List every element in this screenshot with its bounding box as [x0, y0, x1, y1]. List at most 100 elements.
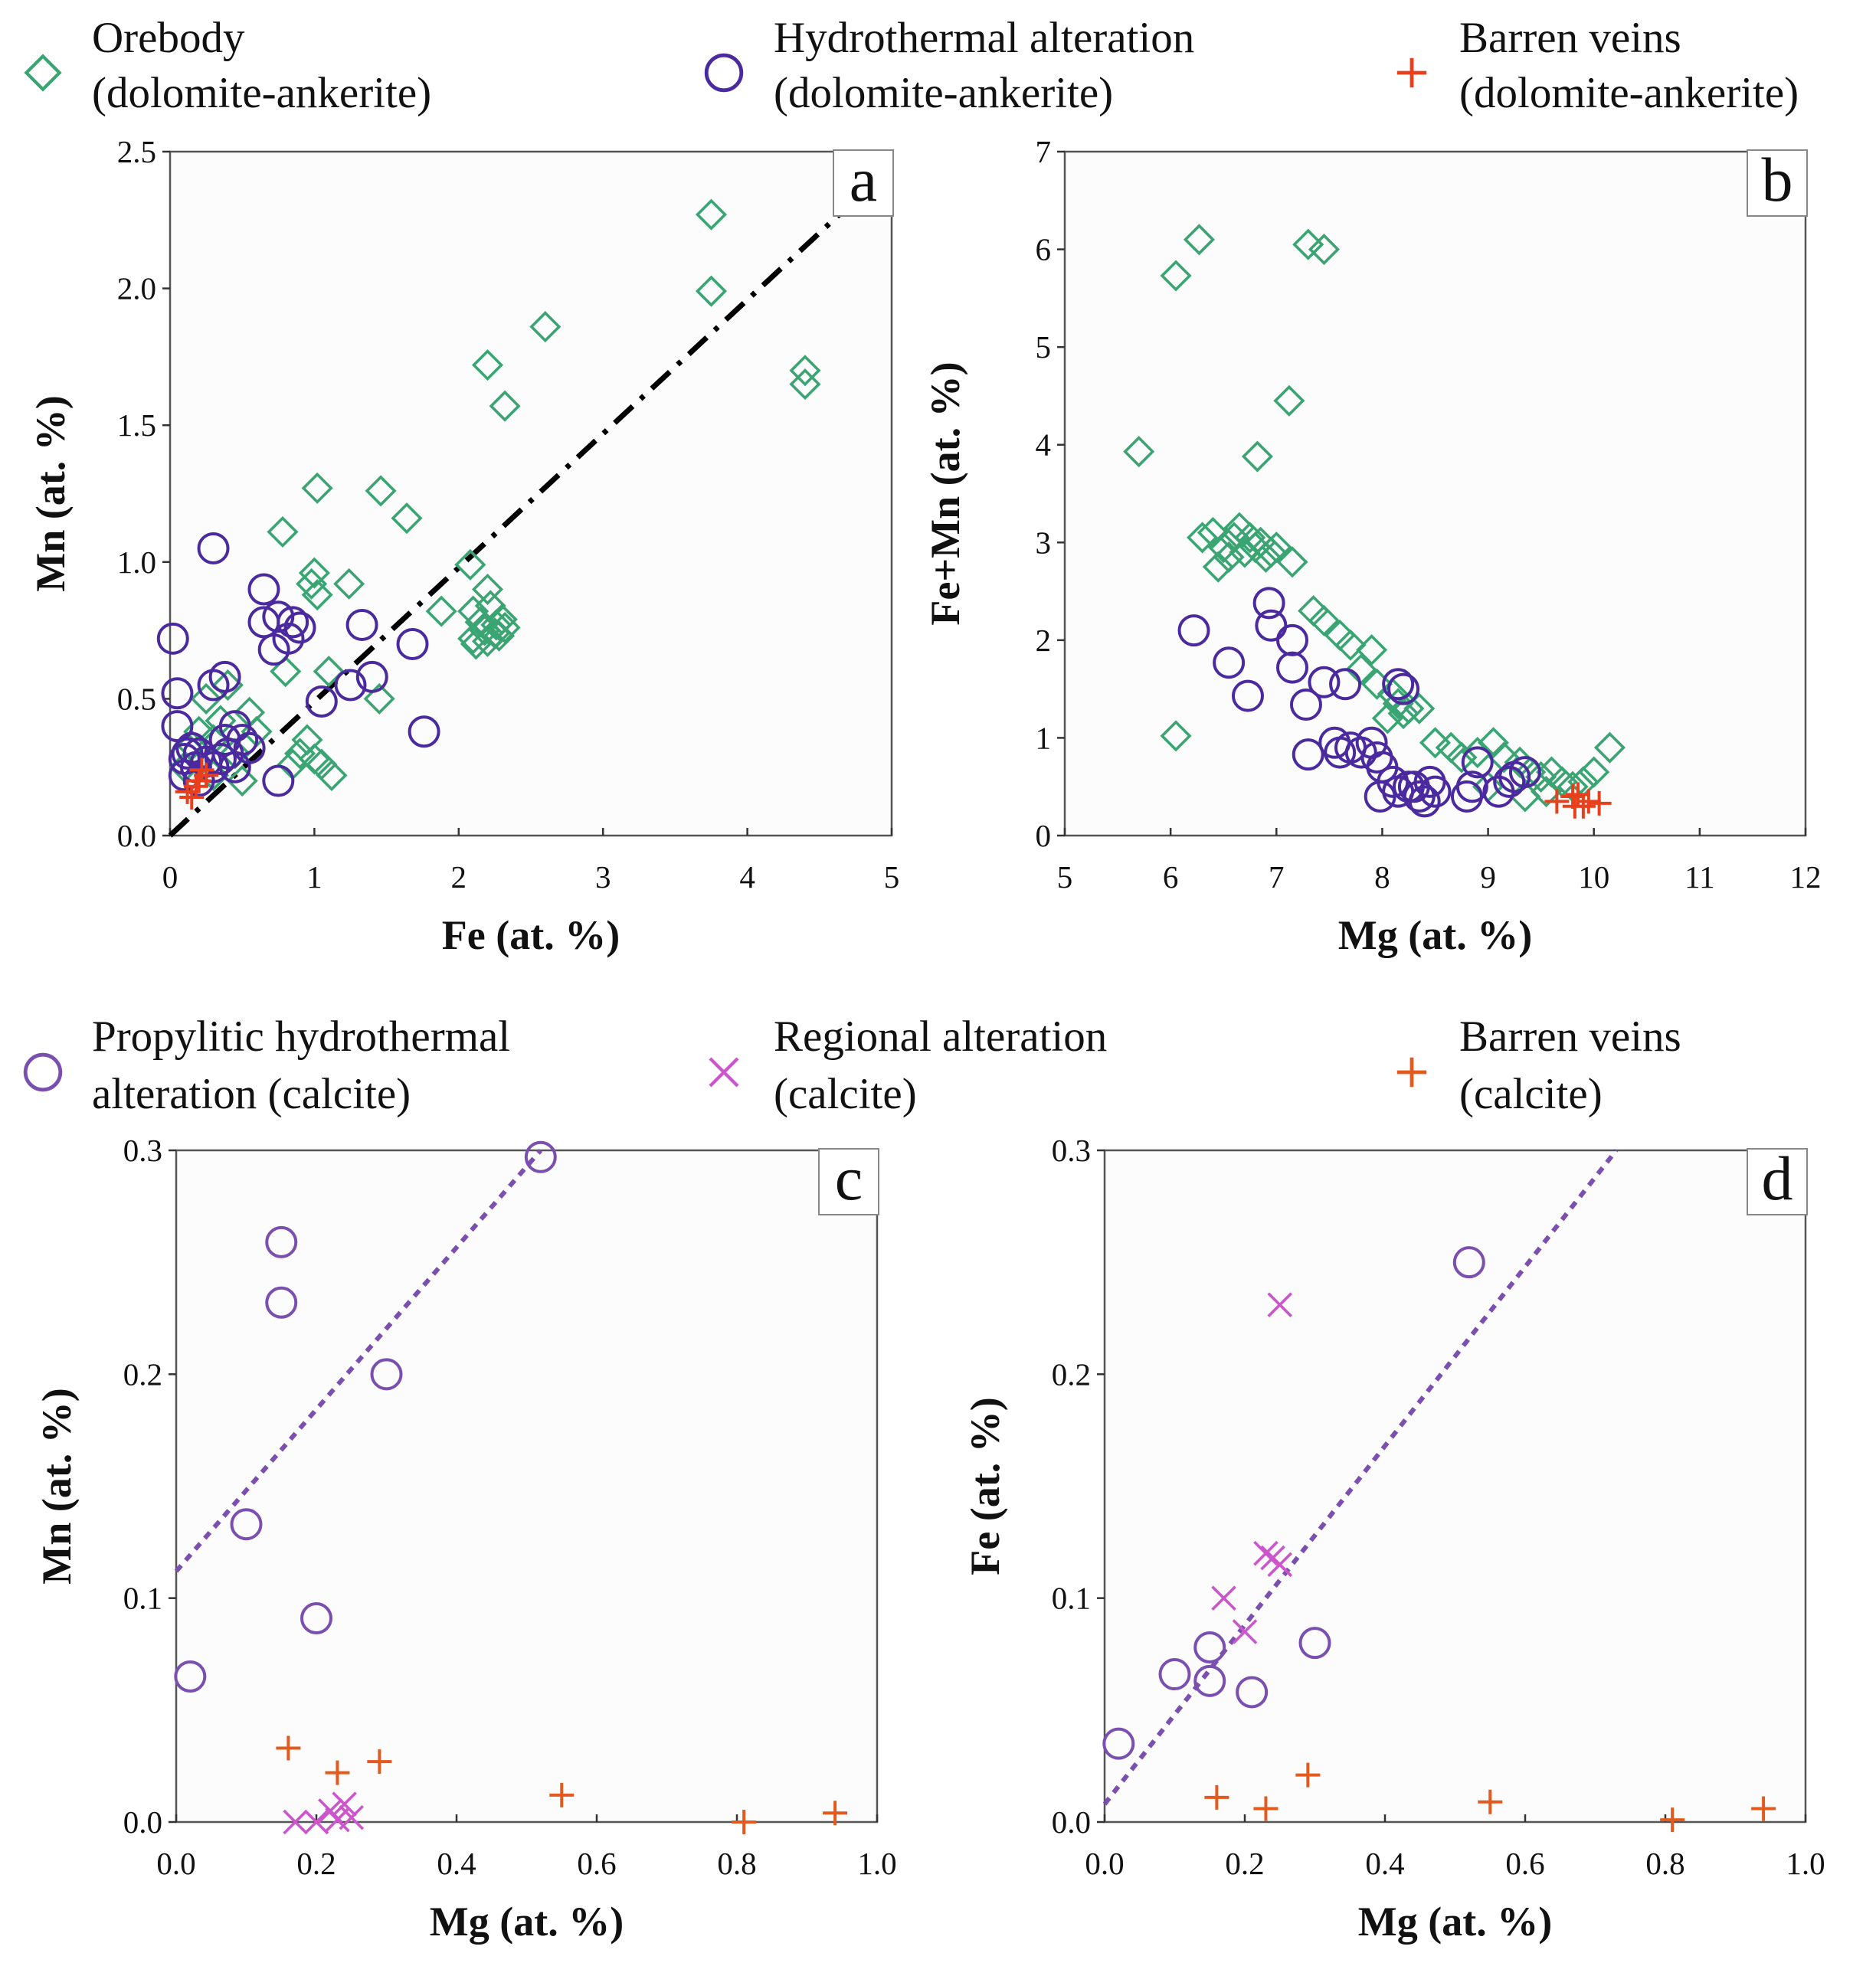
x-tick-label: 6 [1163, 859, 1179, 895]
data-point-circle [1482, 775, 1515, 808]
data-point-plus [1204, 1784, 1229, 1810]
data-point-diamond [1202, 551, 1234, 583]
x-tick-label: 1.0 [857, 1846, 896, 1881]
data-point-circle [1508, 756, 1541, 789]
x-tick-label: 11 [1684, 859, 1714, 895]
x-tick-label: 0.8 [1645, 1846, 1684, 1881]
data-point-diamond [1123, 436, 1155, 468]
data-point-diamond [1218, 522, 1250, 554]
data-point-diamond [454, 548, 486, 581]
y-tick-label: 1 [1036, 720, 1052, 755]
data-point-circle [1177, 614, 1210, 647]
data-point-circle [300, 1601, 332, 1634]
data-point-circle [174, 1660, 207, 1693]
x-axis-label: Mg (at. %) [430, 1899, 624, 1945]
legend-label-line1: Regional alteration [774, 1012, 1107, 1061]
data-point-diamond [270, 656, 302, 688]
data-point-diamond [1488, 741, 1520, 774]
y-tick-label: 0.2 [1052, 1356, 1091, 1392]
legend-label-line2: alteration (calcite) [92, 1070, 411, 1118]
x-axis-label: Mg (at. %) [1358, 1899, 1552, 1945]
y-tick-label: 2.5 [117, 134, 156, 169]
data-point-diamond [1419, 727, 1452, 759]
data-point-diamond [1371, 702, 1403, 734]
x-tick-label: 0.6 [577, 1846, 616, 1881]
x-tick-label: 0.8 [717, 1846, 756, 1881]
data-point-diamond [333, 568, 365, 600]
data-point-diamond [1525, 761, 1557, 793]
data-point-diamond [1382, 688, 1414, 720]
legend-cross-symbol [709, 1057, 739, 1088]
data-point-plus [1253, 1796, 1278, 1821]
data-point-circle [265, 1225, 298, 1258]
trend-line [168, 191, 865, 838]
legend-top: Orebody (dolomite-ankerite) Hydrothermal… [24, 14, 1799, 117]
x-tick-label: 0.6 [1505, 1846, 1544, 1881]
plot-area [175, 1149, 879, 1824]
data-point-cross [283, 1809, 308, 1835]
data-point-diamond [1578, 756, 1610, 788]
legend-item-hydrothermal: Hydrothermal alteration (dolomite-ankeri… [704, 14, 1194, 117]
y-tick-label: 1.5 [117, 407, 156, 443]
legend-bottom: Propylitic hydrothermal alteration (calc… [23, 1012, 1681, 1118]
x-tick-label: 3 [595, 859, 611, 895]
legend-marker-cross [709, 1057, 739, 1088]
data-point-cross [303, 1809, 329, 1835]
x-tick-label: 0.4 [1365, 1846, 1404, 1881]
data-point-diamond [1593, 731, 1626, 764]
data-point-circle [1382, 668, 1415, 701]
x-tick-label: 1 [306, 859, 322, 895]
data-point-circle [1236, 1676, 1269, 1709]
data-point-circle [1276, 651, 1309, 684]
data-point-circle [370, 1358, 403, 1391]
data-point-plus [1478, 1789, 1503, 1814]
legend-label-line1: Barren veins [1459, 14, 1681, 62]
data-point-circle [408, 715, 440, 748]
data-point-plus [549, 1782, 575, 1807]
data-point-circle [1292, 738, 1324, 771]
data-point-circle [277, 606, 309, 639]
panel-letter-box [1747, 149, 1808, 217]
data-point-plus [325, 1760, 350, 1785]
x-tick-label: 10 [1578, 859, 1609, 895]
data-point-diamond [298, 557, 330, 589]
x-tick-label: 9 [1480, 859, 1496, 895]
data-point-circle [171, 737, 204, 770]
legend-circle-symbol [23, 1052, 63, 1092]
data-point-circle [1450, 780, 1483, 813]
data-point-diamond [267, 515, 299, 548]
data-point-diamond [301, 579, 333, 611]
data-point-plus [194, 763, 219, 788]
plot-area [1063, 150, 1807, 837]
data-point-diamond [1477, 727, 1510, 759]
data-point-circle [230, 1508, 263, 1541]
plot-area [1103, 1149, 1807, 1824]
panel-a-scatter: 0 1 2 3 4 5 0.0 0.5 1.0 1.5 2.0 2.5 Fe (at. %) Mn (at… [28, 134, 899, 958]
x-axis-label: Mg (at. %) [1338, 912, 1532, 958]
legend-marker-circle [704, 53, 744, 93]
legend-marker-circle [23, 1052, 63, 1092]
data-point-circle [197, 532, 230, 564]
data-point-diamond [391, 502, 423, 535]
y-tick-label: 2.0 [117, 271, 156, 306]
panel-letter: c [835, 1143, 863, 1213]
data-point-plus [1544, 789, 1570, 814]
legend-label-line1: Hydrothermal alteration [774, 14, 1194, 62]
data-point-diamond [489, 611, 521, 644]
data-point-circle [272, 622, 305, 655]
x-tick-label: 0.2 [296, 1846, 336, 1881]
data-point-diamond [471, 573, 504, 606]
x-tick-label: 5 [1057, 859, 1073, 895]
data-point-circle [1419, 775, 1452, 808]
y-tick-label: 6 [1036, 232, 1052, 267]
data-point-diamond [1334, 629, 1367, 661]
data-point-cross [1232, 1619, 1258, 1644]
legend-label-line2: (calcite) [1459, 1070, 1603, 1118]
data-point-circle [1193, 1631, 1226, 1663]
legend-circle-symbol [704, 53, 744, 93]
data-point-plus [1660, 1807, 1685, 1833]
data-point-circle [355, 660, 388, 693]
panel-letter-box [818, 1148, 879, 1215]
data-point-plus [1586, 790, 1612, 816]
data-point-diamond [425, 595, 457, 627]
